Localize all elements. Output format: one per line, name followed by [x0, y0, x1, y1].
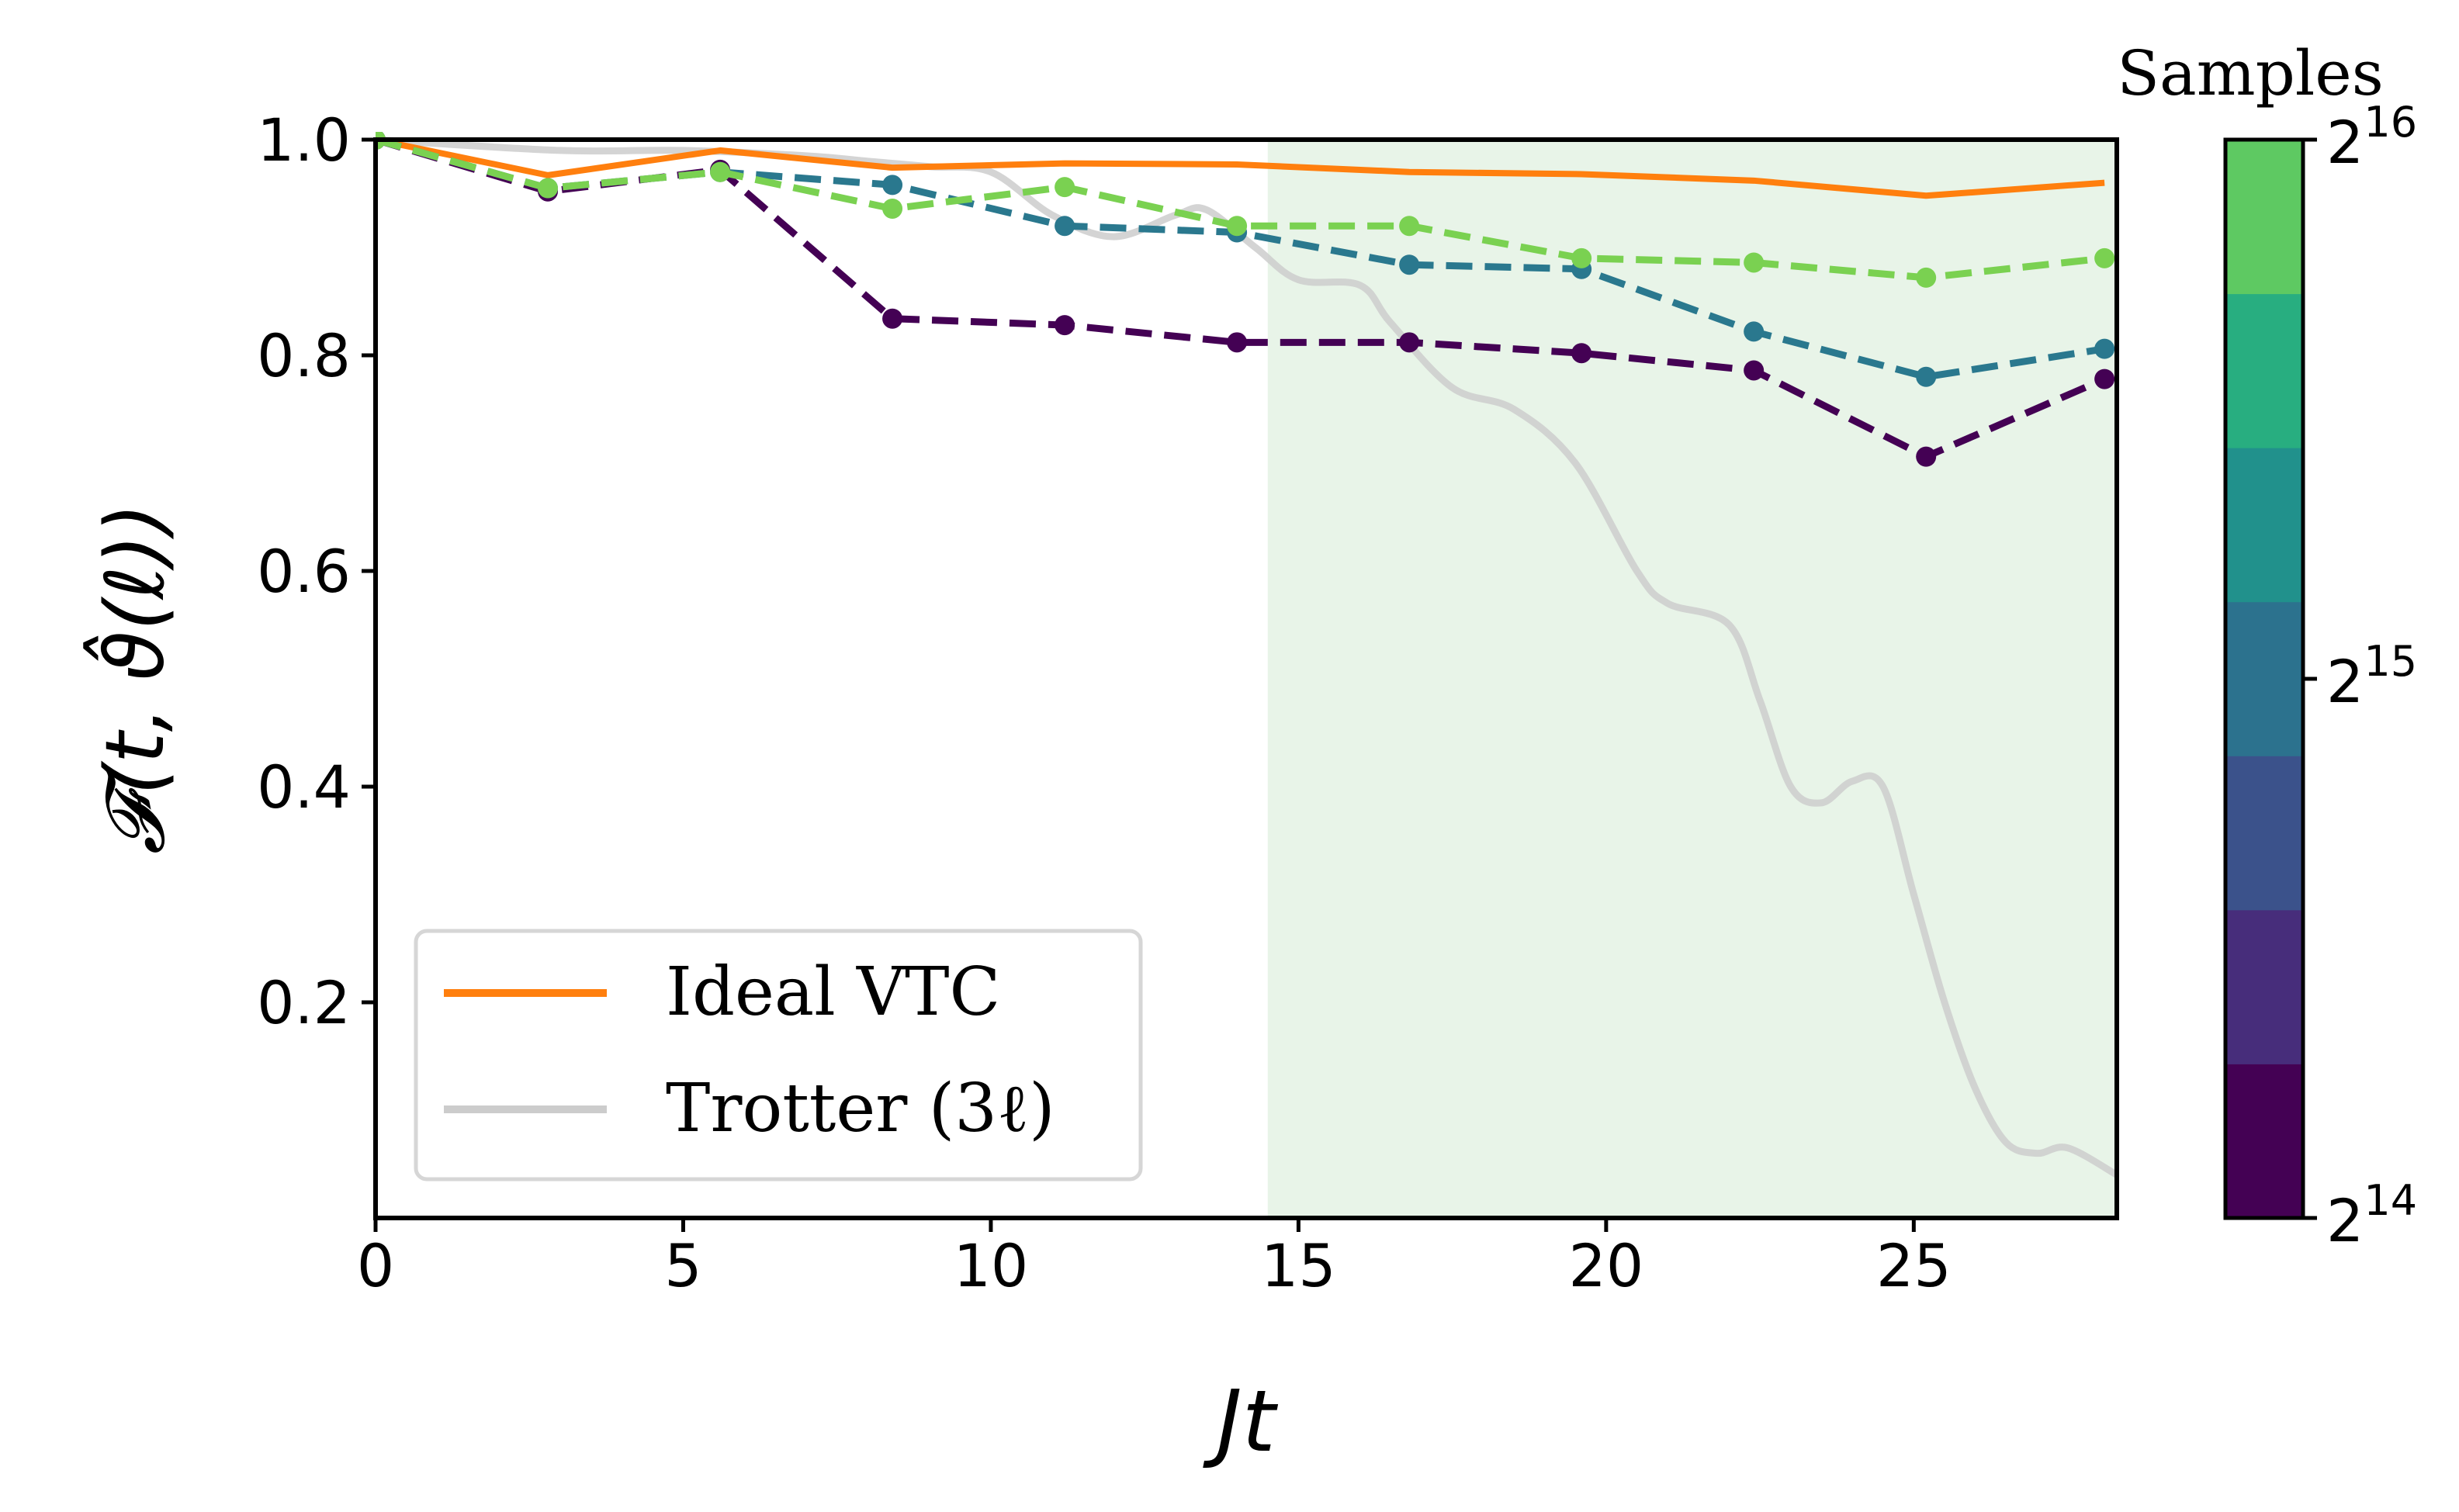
data-point-2-16: [1227, 216, 1248, 237]
shaded-region-layer: [1267, 140, 2117, 1218]
colorbar-tick-label: 214: [2326, 1176, 2417, 1255]
colorbar-segment: [2225, 601, 2303, 756]
data-point-2-14: [1916, 446, 1937, 467]
legend: Ideal VTC Trotter (3ℓ): [414, 929, 1143, 1182]
x-tick-label: 0: [357, 1231, 394, 1300]
colorbar-tick-exponent: 14: [2364, 1176, 2417, 1225]
series-layer: [376, 132, 2117, 1178]
data-point-2-15: [882, 175, 903, 195]
x-axis-label: Jt: [1202, 1372, 1278, 1471]
plot-frame: [373, 137, 2119, 1220]
data-point-2-16: [2094, 247, 2115, 268]
shaded-region: [1267, 140, 2117, 1218]
data-point-2-15: [1744, 321, 1765, 342]
colorbar-segment: [2225, 909, 2303, 1064]
legend-label: Trotter (3ℓ): [666, 1070, 1055, 1147]
data-point-2-14: [1227, 332, 1248, 353]
data-point-2-14: [1744, 360, 1765, 381]
data-point-2-16: [1744, 252, 1765, 273]
x-tick-label: 15: [1261, 1231, 1336, 1300]
data-point-2-16: [1571, 247, 1592, 268]
data-point-2-14: [1571, 343, 1592, 364]
colorbar-tick-label: 215: [2326, 637, 2417, 716]
colorbar-segment: [2225, 1064, 2303, 1219]
colorbar-tick-base: 2: [2326, 108, 2364, 177]
x-tick-label: 25: [1876, 1231, 1952, 1300]
data-point-2-16: [538, 178, 559, 199]
colorbar-tick-base: 2: [2326, 1186, 2364, 1255]
x-tick-label: 5: [664, 1231, 701, 1300]
colorbar-tick-exponent: 16: [2364, 98, 2417, 147]
series-line-trotter: [376, 136, 2117, 1178]
data-point-2-14: [1055, 315, 1075, 336]
x-tick-label: 20: [1569, 1231, 1644, 1300]
data-point-2-16: [1399, 216, 1420, 237]
colorbar-segment: [2225, 140, 2303, 295]
data-point-2-15: [1916, 366, 1937, 387]
data-point-2-14: [2094, 368, 2115, 389]
data-point-2-14: [1399, 332, 1420, 353]
colorbar-tick-exponent: 15: [2364, 637, 2417, 686]
y-tick-label: 0.4: [257, 753, 351, 822]
data-point-2-15: [2094, 338, 2115, 359]
data-point-2-16: [1055, 177, 1075, 198]
x-tick-label: 10: [954, 1231, 1029, 1300]
colorbar-title: Samples: [2117, 37, 2384, 109]
colorbar-segment: [2225, 448, 2303, 603]
data-point-2-14: [882, 308, 903, 329]
series-line-ideal-vtc: [376, 137, 2105, 199]
data-point-2-15: [1055, 216, 1075, 237]
colorbar-tick-label: 216: [2326, 98, 2417, 177]
colorbar-segment: [2225, 756, 2303, 911]
legend-label: Ideal VTC: [666, 953, 1000, 1031]
y-tick-label: 1.0: [257, 106, 351, 175]
data-point-2-16: [882, 198, 903, 219]
colorbar-segment: [2225, 293, 2303, 448]
y-tick-label: 0.8: [257, 321, 351, 390]
axes-layer: 0 5 10 15 20 25 0.2 0.4 0.6 0.8 1.0 Jt 𝓕(t, ϑ̂(ℓ)): [84, 106, 2119, 1471]
data-point-2-16: [710, 161, 731, 182]
y-tick-label: 0.6: [257, 537, 351, 606]
colorbar-tick-base: 2: [2326, 647, 2364, 716]
data-point-2-15: [1399, 254, 1420, 275]
y-axis-label: 𝓕(t, ϑ̂(ℓ)): [84, 503, 182, 854]
data-point-2-16: [1916, 267, 1937, 288]
y-tick-label: 0.2: [257, 968, 351, 1037]
